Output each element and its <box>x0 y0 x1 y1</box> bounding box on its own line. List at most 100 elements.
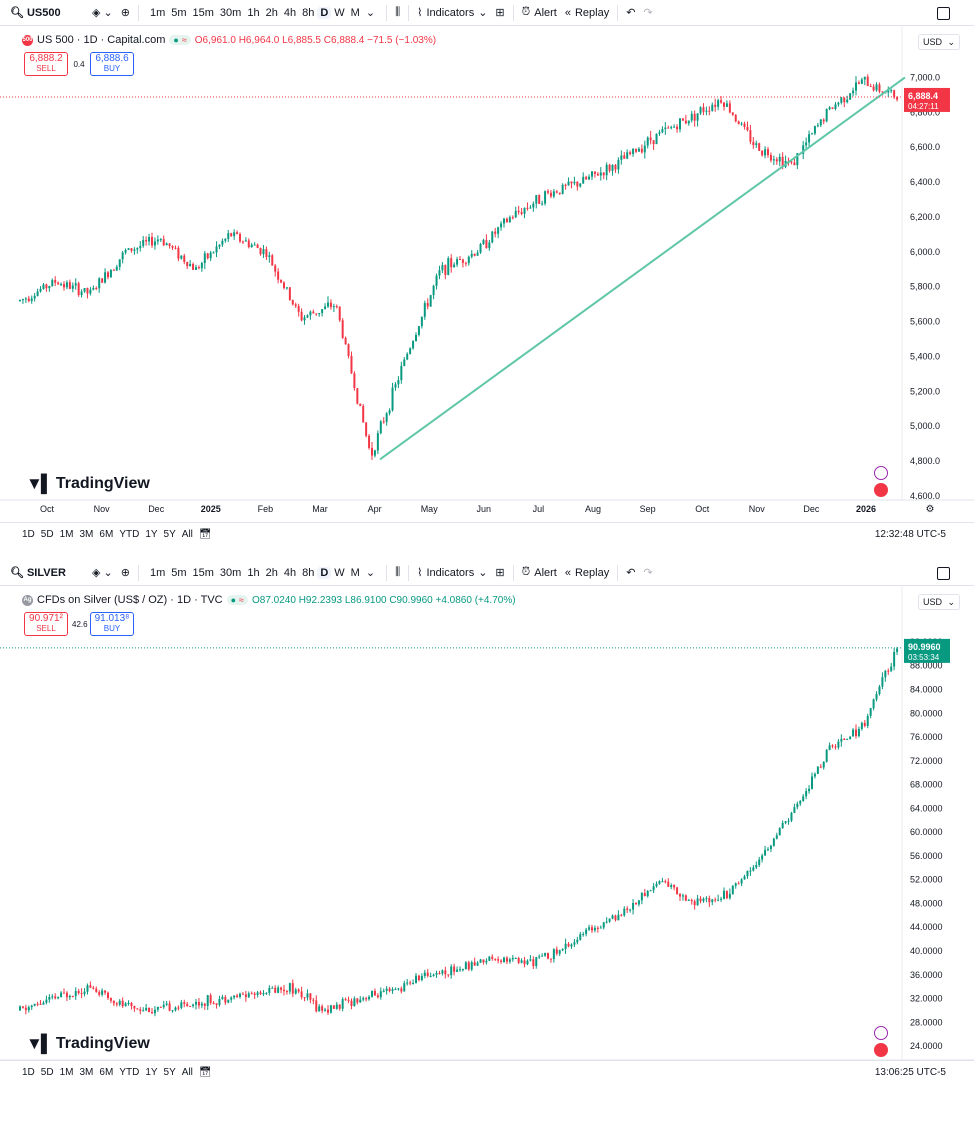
undo-button[interactable]: ↶ <box>622 562 639 584</box>
timeframe-button[interactable]: 6M <box>99 529 114 540</box>
interval-button[interactable]: 2h <box>265 6 278 19</box>
replay-button[interactable]: « Replay <box>561 2 613 24</box>
add-symbol-button[interactable]: ⊕ <box>117 2 134 24</box>
alert-button[interactable]: ⏰︎ Alert <box>518 2 561 24</box>
candle-body <box>403 359 406 366</box>
interval-button[interactable]: 1h <box>247 566 260 579</box>
interval-button[interactable]: 15m <box>192 566 214 579</box>
flag-icon[interactable] <box>874 1043 888 1057</box>
currency-selector[interactable]: USD ⌄ <box>918 594 960 610</box>
interval-button[interactable]: W <box>334 6 345 19</box>
timeframe-button[interactable]: 5Y <box>163 529 176 540</box>
candle-body <box>344 999 347 1001</box>
interval-button[interactable]: 4h <box>283 6 297 19</box>
fullscreen-icon[interactable] <box>937 567 950 580</box>
buy-button[interactable]: 6,888.6 BUY <box>90 52 134 76</box>
tradingview-logo[interactable]: ▼▌ TradingView <box>26 1034 150 1054</box>
redo-button[interactable]: ↷ <box>639 562 656 584</box>
timeframe-button[interactable]: 1Y <box>145 1067 158 1078</box>
chevron-down-icon[interactable]: ⌄ <box>365 567 376 579</box>
price-chart[interactable]: 92.000088.000084.000080.000076.000072.00… <box>0 586 974 1060</box>
market-status-badge[interactable]: ● ≈ <box>169 35 191 45</box>
chart-title[interactable]: CFDs on Silver (US$ / OZ) · 1D · TVC <box>37 594 223 606</box>
interval-button[interactable]: 30m <box>219 566 242 579</box>
layouts-button[interactable]: ⊞ <box>491 562 508 584</box>
symbol-search[interactable]: 🔍︎ SILVER <box>6 562 88 584</box>
interval-button[interactable]: W <box>334 566 345 579</box>
candle-body <box>658 132 661 134</box>
market-status-badge[interactable]: ● ≈ <box>226 595 248 605</box>
timeframe-button[interactable]: 1M <box>59 529 74 540</box>
interval-button[interactable]: 5m <box>171 566 187 579</box>
timeframe-button[interactable]: 5Y <box>163 1067 176 1078</box>
interval-button[interactable]: 1m <box>149 6 166 19</box>
compare-button[interactable]: ◈ ⌄ <box>88 2 117 24</box>
fullscreen-icon[interactable] <box>937 7 950 20</box>
timeframe-button[interactable]: 1D <box>22 529 35 540</box>
interval-button[interactable]: 2h <box>265 566 278 579</box>
date-range-icon[interactable]: 📅︎ <box>198 529 212 540</box>
layouts-button[interactable]: ⊞ <box>491 2 508 24</box>
candle-body <box>315 313 318 315</box>
spread-value: 0.4 <box>73 59 85 69</box>
candle-body <box>224 238 227 241</box>
timeframe-button[interactable]: YTD <box>119 529 140 540</box>
undo-button[interactable]: ↶ <box>622 2 639 24</box>
candle-body <box>142 1010 145 1012</box>
interval-button-active[interactable]: D <box>317 6 332 19</box>
sell-button[interactable]: 6,888.2 SELL <box>24 52 68 76</box>
currency-selector[interactable]: USD ⌄ <box>918 34 960 50</box>
chart-type-button[interactable]: ⫼ <box>391 2 404 24</box>
lightning-icon[interactable] <box>874 466 888 480</box>
redo-button[interactable]: ↷ <box>639 2 656 24</box>
candle-body <box>684 895 687 901</box>
timeframe-button[interactable]: 1Y <box>145 529 158 540</box>
tradingview-logo[interactable]: ▼▌ TradingView <box>26 474 150 494</box>
clock[interactable]: 13:06:25 UTC-5 <box>874 1067 946 1078</box>
interval-button[interactable]: 4h <box>283 566 297 579</box>
timeframe-button[interactable]: 5D <box>40 529 54 540</box>
price-chart[interactable]: 7,000.0 6,800.0 6,600.0 6,400.0 6,200.0 6,000… <box>0 26 974 526</box>
candle-body <box>453 264 456 268</box>
interval-button[interactable]: 8h <box>302 566 315 579</box>
candle-body <box>869 708 872 716</box>
interval-button[interactable]: M <box>350 6 360 19</box>
replay-button[interactable]: « Replay <box>561 562 613 584</box>
interval-button[interactable]: M <box>350 566 360 579</box>
timeframe-button[interactable]: 6M <box>99 1067 114 1078</box>
chart-title[interactable]: US 500 · 1D · Capital.com <box>37 34 166 46</box>
alert-button[interactable]: ⏰︎ Alert <box>518 562 561 584</box>
timeframe-button[interactable]: All <box>181 1067 193 1078</box>
timeframe-button[interactable]: 5D <box>40 1067 54 1078</box>
sell-button[interactable]: 90.971² SELL <box>24 612 68 636</box>
chart-type-button[interactable]: ⫼ <box>391 562 404 584</box>
timeframe-button[interactable]: 3M <box>79 1067 94 1078</box>
buy-button[interactable]: 91.013⁸ BUY <box>90 612 134 636</box>
lightning-icon[interactable] <box>874 1026 888 1040</box>
symbol-search[interactable]: 🔍︎ US500 <box>6 2 88 24</box>
interval-button[interactable]: 5m <box>171 6 187 19</box>
timeframe-bar: 1D 5D 1M 3M 6M YTD 1Y 5Y All 📅︎ 12:32:48… <box>0 522 974 546</box>
chevron-down-icon[interactable]: ⌄ <box>365 7 376 19</box>
interval-button[interactable]: 1m <box>149 566 166 579</box>
interval-button[interactable]: 8h <box>302 6 315 19</box>
timeframe-button[interactable]: YTD <box>119 1067 140 1078</box>
date-range-icon[interactable]: 📅︎ <box>198 1067 212 1078</box>
interval-button[interactable]: 15m <box>192 6 214 19</box>
flag-icon[interactable] <box>874 483 888 497</box>
candle-body <box>464 962 467 970</box>
interval-button[interactable]: 30m <box>219 6 242 19</box>
clock[interactable]: 12:32:48 UTC-5 <box>874 529 946 540</box>
interval-button-active[interactable]: D <box>317 566 332 579</box>
indicators-button[interactable]: ⌇ Indicators ⌄ <box>413 562 491 584</box>
timeframe-button[interactable]: 1D <box>22 1067 35 1078</box>
indicators-button[interactable]: ⌇ Indicators ⌄ <box>413 2 491 24</box>
candle-body <box>488 956 491 961</box>
interval-button[interactable]: 1h <box>247 6 260 19</box>
timeframe-button[interactable]: 1M <box>59 1067 74 1078</box>
compare-button[interactable]: ◈ ⌄ <box>88 562 117 584</box>
timeframe-button[interactable]: All <box>181 529 193 540</box>
timeframe-button[interactable]: 3M <box>79 529 94 540</box>
add-symbol-button[interactable]: ⊕ <box>117 562 134 584</box>
candle-body <box>394 988 397 990</box>
